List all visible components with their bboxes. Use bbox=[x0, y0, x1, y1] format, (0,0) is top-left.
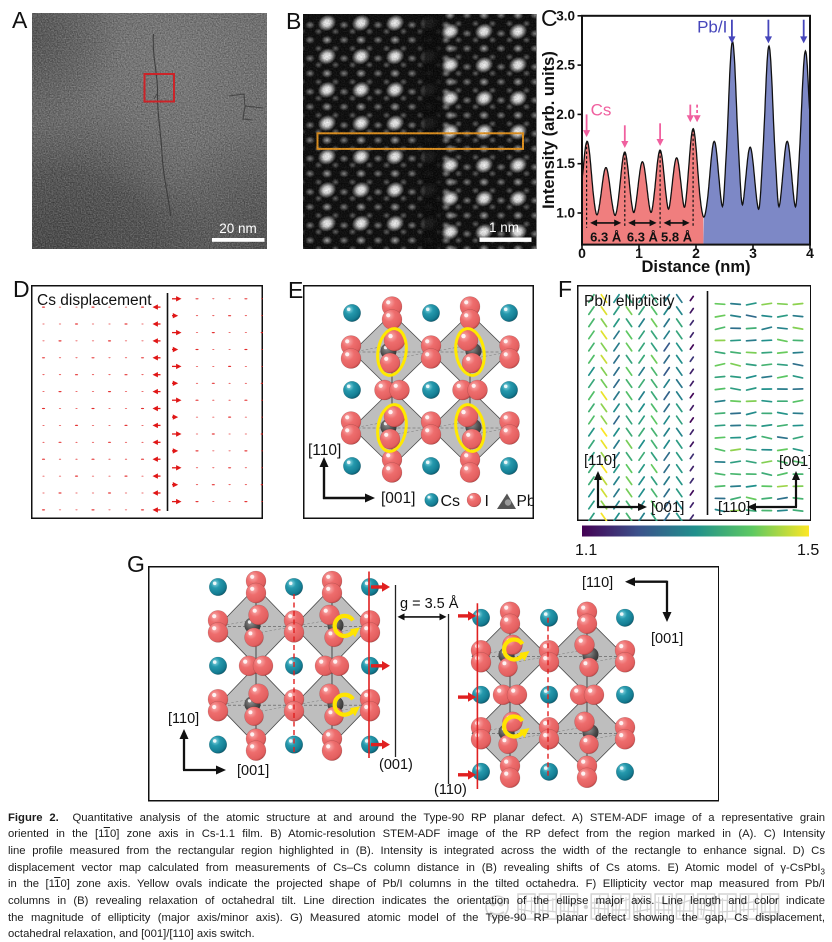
svg-text:[001]: [001] bbox=[651, 499, 684, 516]
svg-text:1.5: 1.5 bbox=[797, 542, 819, 559]
svg-text:[110]: [110] bbox=[168, 711, 199, 727]
svg-text:2.5: 2.5 bbox=[556, 58, 575, 73]
svg-text:1.1: 1.1 bbox=[575, 542, 597, 559]
svg-text:2: 2 bbox=[692, 245, 700, 261]
svg-text:(001): (001) bbox=[379, 757, 413, 773]
svg-text:3: 3 bbox=[749, 245, 757, 261]
svg-text:4: 4 bbox=[806, 245, 814, 261]
svg-text:Cs displacement: Cs displacement bbox=[37, 292, 152, 309]
svg-text:Cs: Cs bbox=[591, 100, 612, 119]
svg-text:2.0: 2.0 bbox=[556, 107, 575, 122]
svg-text:20 nm: 20 nm bbox=[219, 221, 257, 236]
svg-text:I: I bbox=[485, 493, 489, 510]
svg-text:Distance (nm): Distance (nm) bbox=[641, 258, 750, 276]
svg-text:1: 1 bbox=[635, 245, 643, 261]
svg-text:6.3 Å: 6.3 Å bbox=[627, 230, 659, 245]
svg-text:Pb/I: Pb/I bbox=[697, 18, 727, 37]
svg-text:0: 0 bbox=[578, 245, 586, 261]
svg-text:[001]: [001] bbox=[651, 631, 683, 647]
svg-text:g = 3.5 Å: g = 3.5 Å bbox=[400, 595, 459, 612]
svg-text:3.0: 3.0 bbox=[556, 8, 575, 23]
svg-text:Intensity (arb. units): Intensity (arb. units) bbox=[540, 51, 558, 209]
svg-text:[110]: [110] bbox=[582, 575, 613, 591]
svg-text:[001]: [001] bbox=[381, 490, 415, 507]
svg-text:1 nm: 1 nm bbox=[489, 220, 519, 235]
svg-text:1.5: 1.5 bbox=[556, 156, 575, 171]
svg-text:[001]: [001] bbox=[237, 763, 269, 779]
svg-text:Pb: Pb bbox=[517, 493, 535, 510]
svg-text:6.3 Å: 6.3 Å bbox=[590, 230, 622, 245]
svg-text:1.0: 1.0 bbox=[556, 206, 575, 221]
svg-text:[110]: [110] bbox=[308, 442, 341, 459]
svg-text:Cs: Cs bbox=[441, 493, 461, 510]
svg-text:[001]: [001] bbox=[779, 453, 812, 470]
svg-text:[110]: [110] bbox=[718, 499, 750, 516]
svg-text:(110): (110) bbox=[434, 782, 467, 798]
svg-text:[110]: [110] bbox=[584, 452, 616, 469]
svg-text:5.8 Å: 5.8 Å bbox=[661, 230, 693, 245]
svg-text:Pb/I ellipticity: Pb/I ellipticity bbox=[584, 293, 675, 310]
